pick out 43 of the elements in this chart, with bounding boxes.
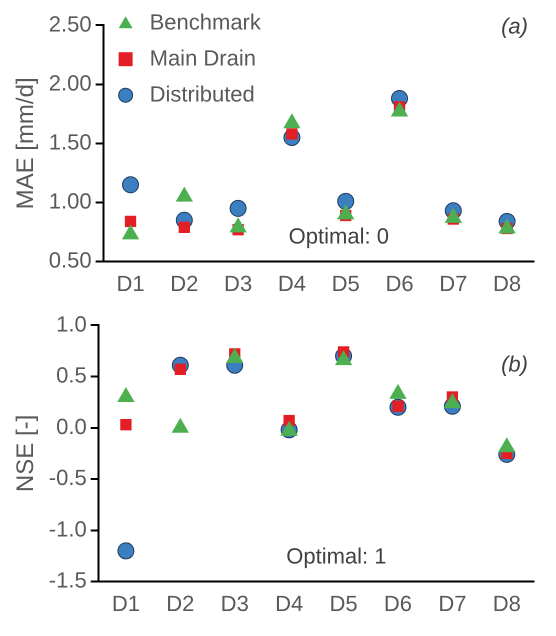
x-tick-label: D2 — [170, 270, 198, 296]
legend-label: Main Drain — [150, 45, 256, 70]
point — [337, 192, 354, 210]
x-tick-label: D6 — [385, 270, 414, 296]
y-tick-label: 1.00 — [48, 188, 92, 214]
point — [230, 200, 247, 217]
y-tick-label: 2.00 — [48, 70, 92, 96]
y-tick-label: 0.5 — [56, 362, 87, 388]
annotation: (a) — [501, 13, 528, 38]
y-tick-label: 0.50 — [48, 248, 92, 273]
point — [120, 419, 132, 430]
y-tick-label: -1.0 — [48, 516, 87, 542]
x-tick-label: D4 — [275, 590, 304, 616]
y-tick-label: 1.50 — [48, 129, 92, 154]
point — [117, 542, 134, 560]
x-tick-label: D5 — [332, 270, 360, 296]
x-tick-label: D3 — [224, 270, 252, 296]
y-tick-label: 1.0 — [56, 311, 87, 336]
point — [122, 176, 140, 194]
y-tick-label: -0.5 — [48, 465, 87, 490]
legend-label: Benchmark — [150, 9, 262, 34]
x-tick-label: D8 — [493, 270, 522, 296]
x-tick-label: D3 — [220, 590, 249, 616]
x-tick-label: D8 — [492, 590, 521, 616]
y-axis-title: NSE [-] — [12, 414, 40, 492]
y-tick-label: 0.0 — [56, 414, 87, 439]
y-axis-title: MAE [mm/d] — [12, 77, 40, 210]
point — [124, 216, 136, 228]
point — [178, 222, 190, 233]
x-tick-label: D4 — [278, 270, 306, 296]
x-tick-label: D6 — [384, 590, 412, 616]
legend-label: Distributed — [150, 81, 255, 106]
x-tick-label: D1 — [116, 270, 145, 296]
x-tick-label: D7 — [439, 270, 468, 296]
annotation: Optimal: 1 — [286, 544, 386, 569]
x-tick-label: D7 — [438, 590, 466, 616]
x-tick-label: D1 — [112, 590, 140, 616]
annotation: (b) — [501, 351, 528, 376]
y-tick-label: 2.50 — [48, 11, 92, 36]
x-tick-label: D5 — [330, 590, 358, 616]
annotation: Optimal: 0 — [288, 224, 389, 249]
x-tick-label: D2 — [166, 590, 194, 616]
y-tick-label: -1.5 — [48, 568, 87, 593]
